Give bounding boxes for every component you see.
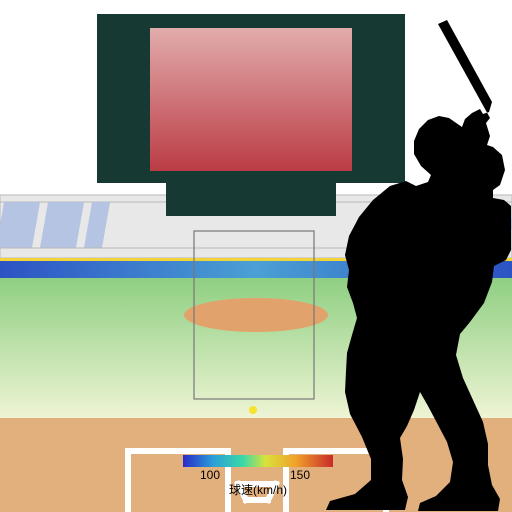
legend-tick-label: 150 (290, 468, 310, 482)
pitchers-mound (184, 298, 328, 332)
legend-gradient-bar (183, 455, 333, 467)
scoreboard-foot (166, 183, 336, 216)
legend-unit-label: 球速(km/h) (229, 483, 287, 497)
pitch-marker (249, 406, 257, 414)
scoreboard-screen (150, 28, 352, 171)
legend-tick-label: 100 (200, 468, 220, 482)
